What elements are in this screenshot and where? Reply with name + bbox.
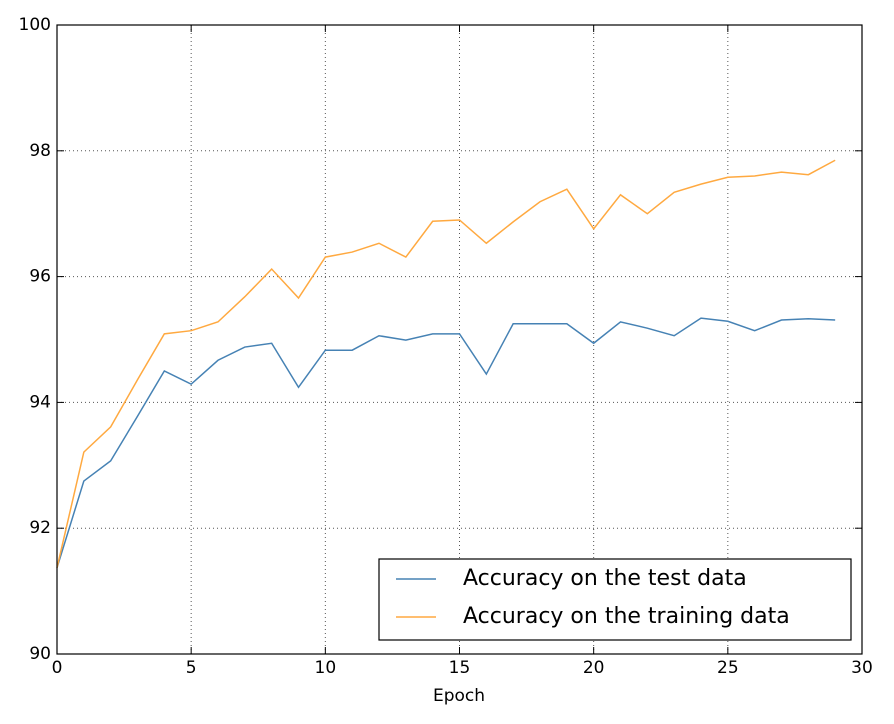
legend-label: Accuracy on the training data: [463, 604, 790, 629]
y-tick-label: 98: [29, 141, 51, 161]
y-tick-label: 100: [19, 15, 51, 35]
legend-box: [378, 558, 852, 641]
x-axis-label: Epoch: [433, 686, 485, 706]
x-tick-label: 30: [851, 658, 873, 678]
x-tick-label: 5: [186, 658, 197, 678]
plot-frame: [56, 24, 863, 655]
x-tick-label: 15: [449, 658, 471, 678]
x-tick-label: 0: [52, 658, 63, 678]
data-line: [56, 159, 836, 568]
y-tick-label: 96: [29, 267, 51, 287]
y-tick-label: 90: [29, 644, 51, 664]
data-line: [56, 317, 836, 569]
x-tick-label: 10: [315, 658, 337, 678]
x-tick-label: 25: [717, 658, 739, 678]
y-tick-label: 94: [29, 392, 51, 412]
y-tick-label: 92: [29, 518, 51, 538]
x-tick-label: 20: [583, 658, 605, 678]
legend-label: Accuracy on the test data: [463, 566, 747, 591]
